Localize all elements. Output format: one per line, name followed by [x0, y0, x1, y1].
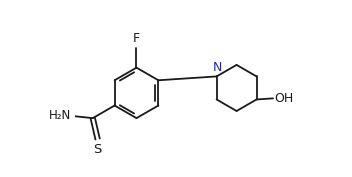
- Text: H₂N: H₂N: [49, 109, 71, 122]
- Text: F: F: [133, 32, 140, 45]
- Text: S: S: [93, 142, 102, 156]
- Text: N: N: [212, 61, 222, 74]
- Text: OH: OH: [274, 92, 293, 105]
